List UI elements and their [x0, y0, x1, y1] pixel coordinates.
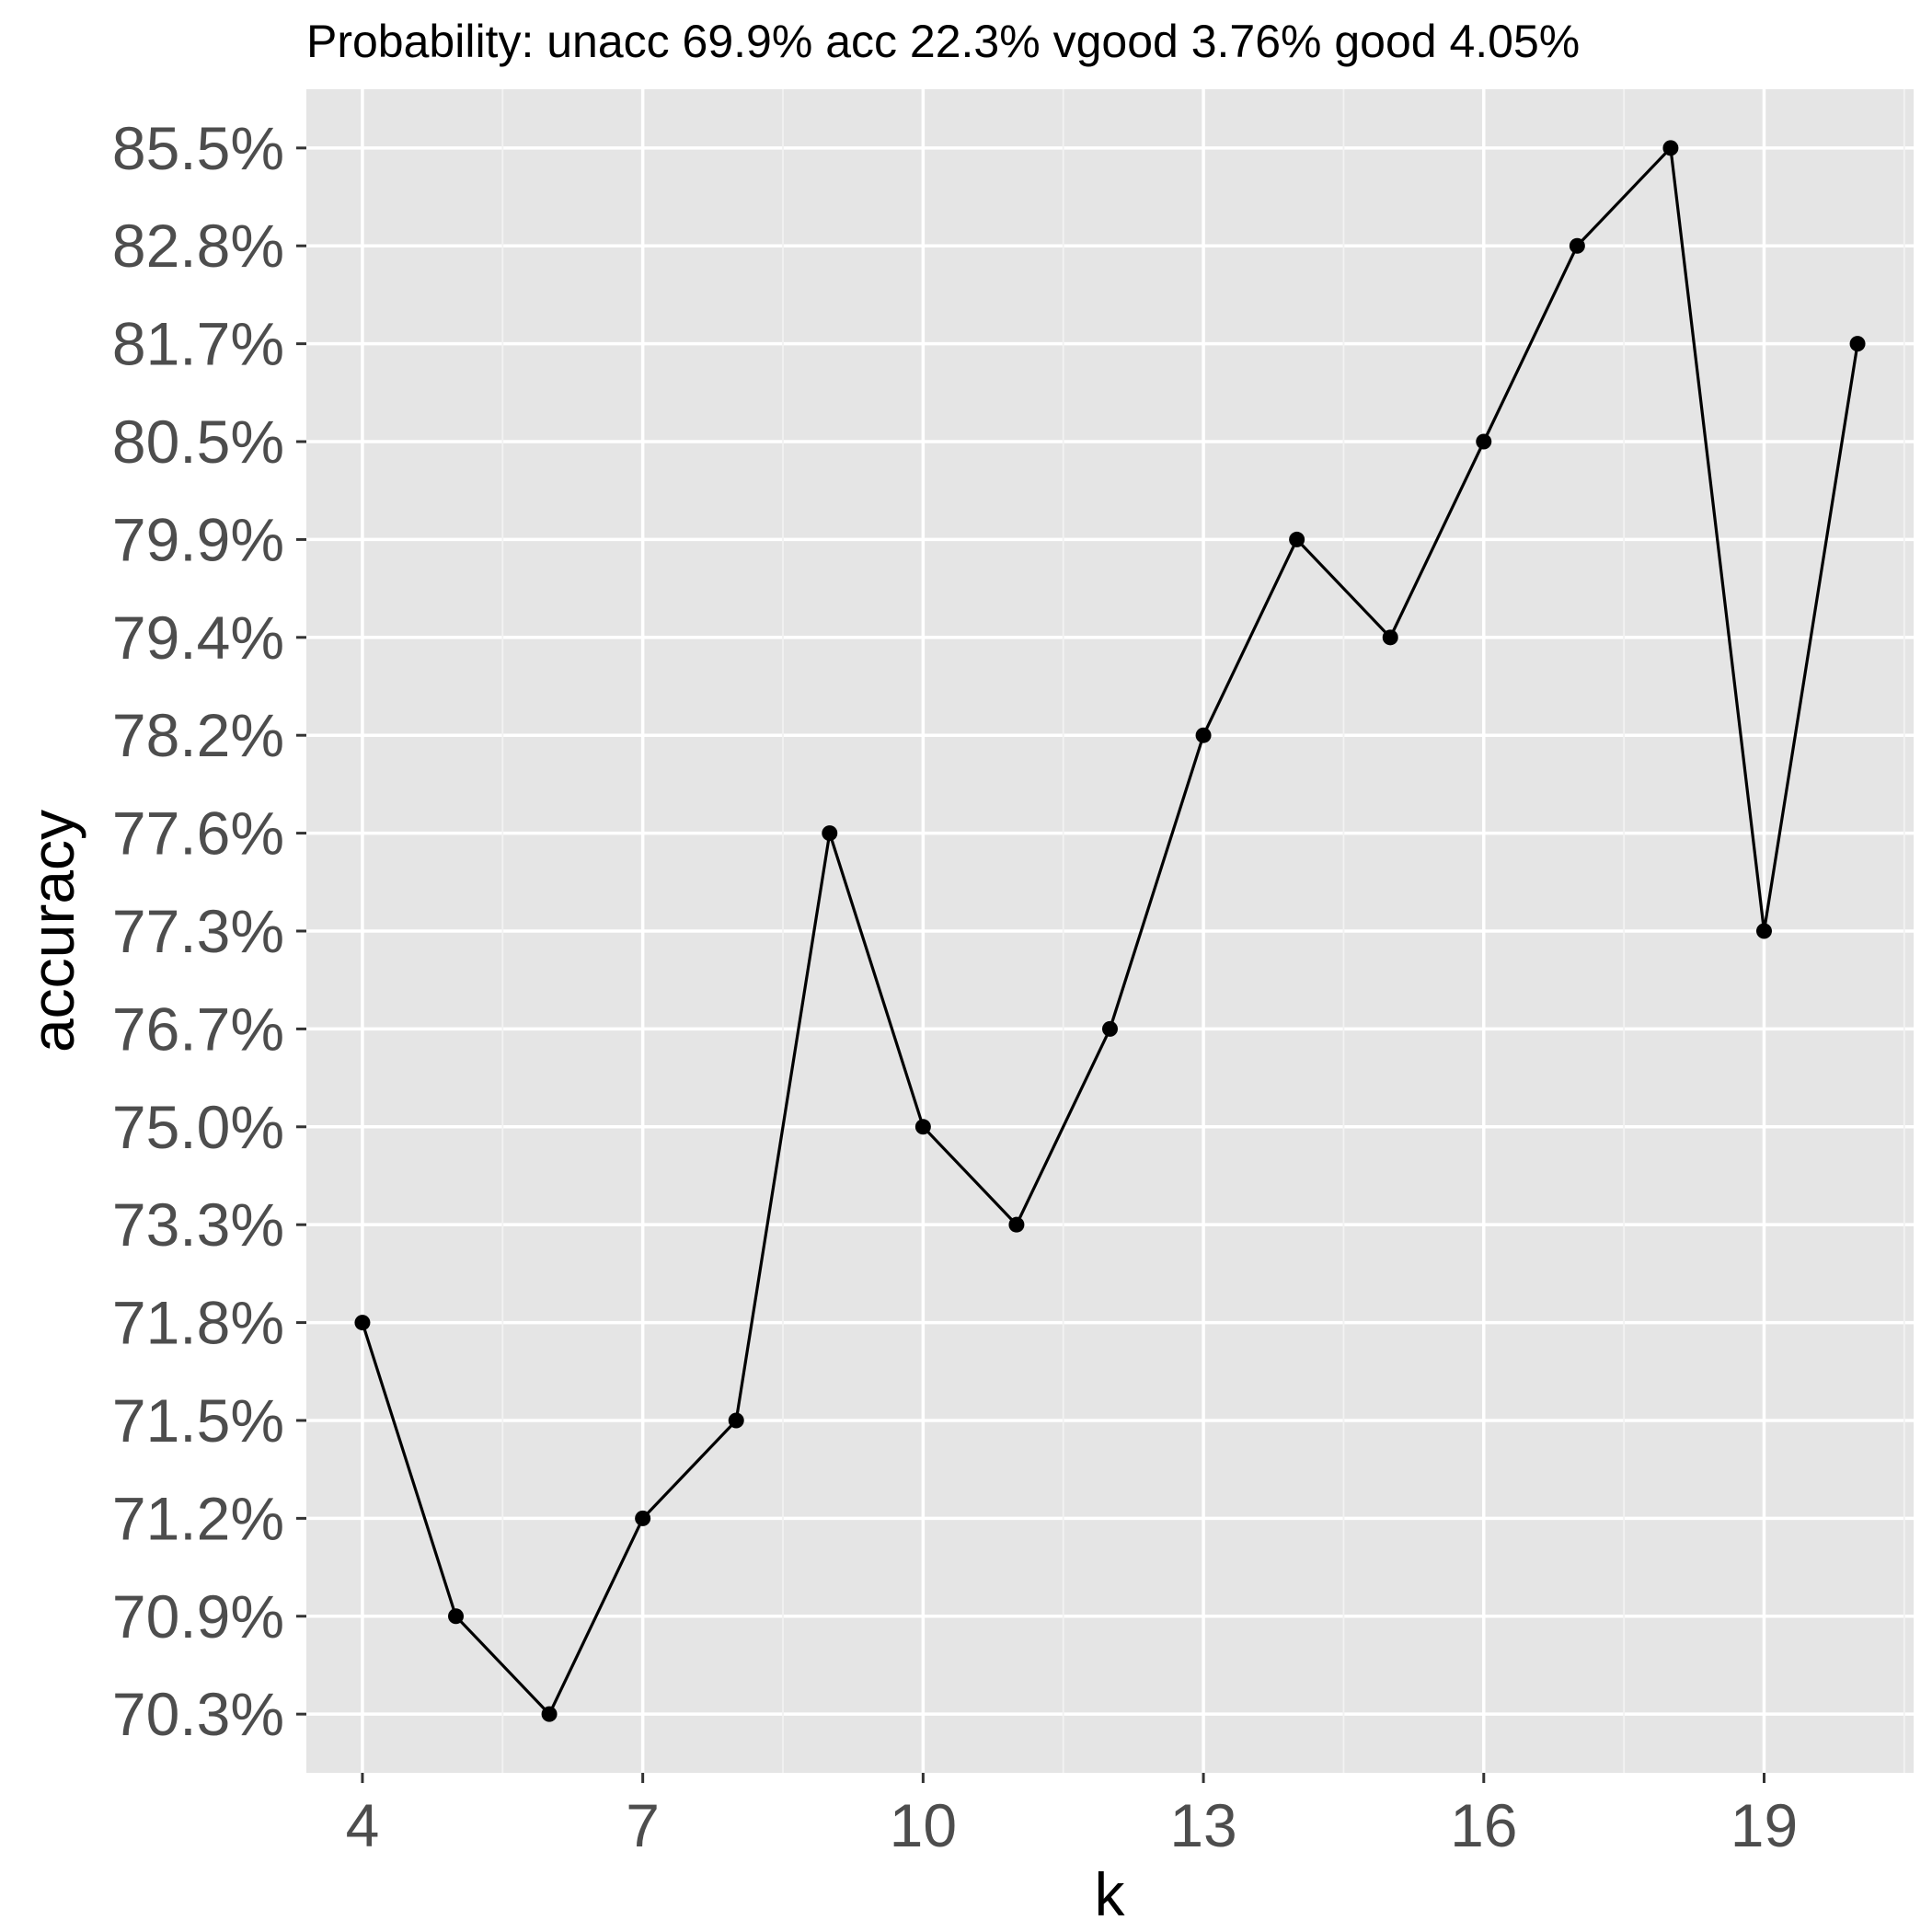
y-tick-label: 78.2% [112, 701, 284, 769]
x-tick-label: 16 [1450, 1791, 1517, 1859]
x-tick-label: 4 [346, 1791, 380, 1859]
data-point-k9 [822, 825, 838, 842]
data-point-k16 [1476, 433, 1492, 450]
y-tick-label: 71.8% [112, 1289, 284, 1357]
data-point-k19 [1755, 923, 1772, 939]
data-points [354, 140, 1866, 1722]
y-tick-label: 73.3% [112, 1190, 284, 1259]
y-tick-label: 75.0% [112, 1093, 284, 1161]
y-tick-label: 70.3% [112, 1680, 284, 1748]
data-point-k13 [1195, 727, 1212, 743]
data-point-k10 [914, 1119, 931, 1135]
y-tick-label: 79.9% [112, 505, 284, 573]
data-point-k11 [1008, 1216, 1025, 1233]
y-tick-label: 81.7% [112, 310, 284, 378]
data-point-k7 [635, 1510, 651, 1526]
x-tick-labels: 4 7 10 13 16 19 [346, 1791, 1799, 1859]
y-tick-labels: 70.3% 70.9% 71.2% 71.5% 71.8% 73.3% 75.0% 76.7%… [112, 114, 284, 1748]
x-tick-label: 13 [1169, 1791, 1236, 1859]
data-point-k5 [448, 1608, 465, 1625]
x-tick-label: 19 [1731, 1791, 1798, 1859]
data-point-k20 [1849, 336, 1866, 352]
data-point-k8 [728, 1412, 744, 1429]
y-tick-label: 77.6% [112, 799, 284, 868]
y-tick-label: 85.5% [112, 114, 284, 182]
chart-title: Probability: unacc 69.9% acc 22.3% vgood… [306, 16, 1580, 67]
y-tick-label: 71.2% [112, 1484, 284, 1552]
y-tick-label: 70.9% [112, 1582, 284, 1650]
y-tick-label: 77.3% [112, 897, 284, 965]
data-point-k4 [354, 1315, 371, 1331]
y-tick-label: 79.4% [112, 604, 284, 672]
data-point-k14 [1289, 531, 1305, 547]
data-point-k17 [1569, 237, 1585, 254]
y-tick-label: 76.7% [112, 995, 284, 1063]
x-axis-label: k [1095, 1860, 1126, 1928]
data-point-k12 [1102, 1020, 1118, 1037]
data-point-k6 [541, 1706, 558, 1722]
data-point-k15 [1382, 629, 1398, 646]
y-tick-label: 80.5% [112, 408, 284, 476]
x-tick-label: 7 [626, 1791, 660, 1859]
y-tick-label: 71.5% [112, 1386, 284, 1455]
x-tick-label: 10 [890, 1791, 957, 1859]
y-axis-label: accuracy [18, 810, 86, 1052]
data-point-k18 [1662, 140, 1679, 156]
y-tick-label: 82.8% [112, 212, 284, 280]
